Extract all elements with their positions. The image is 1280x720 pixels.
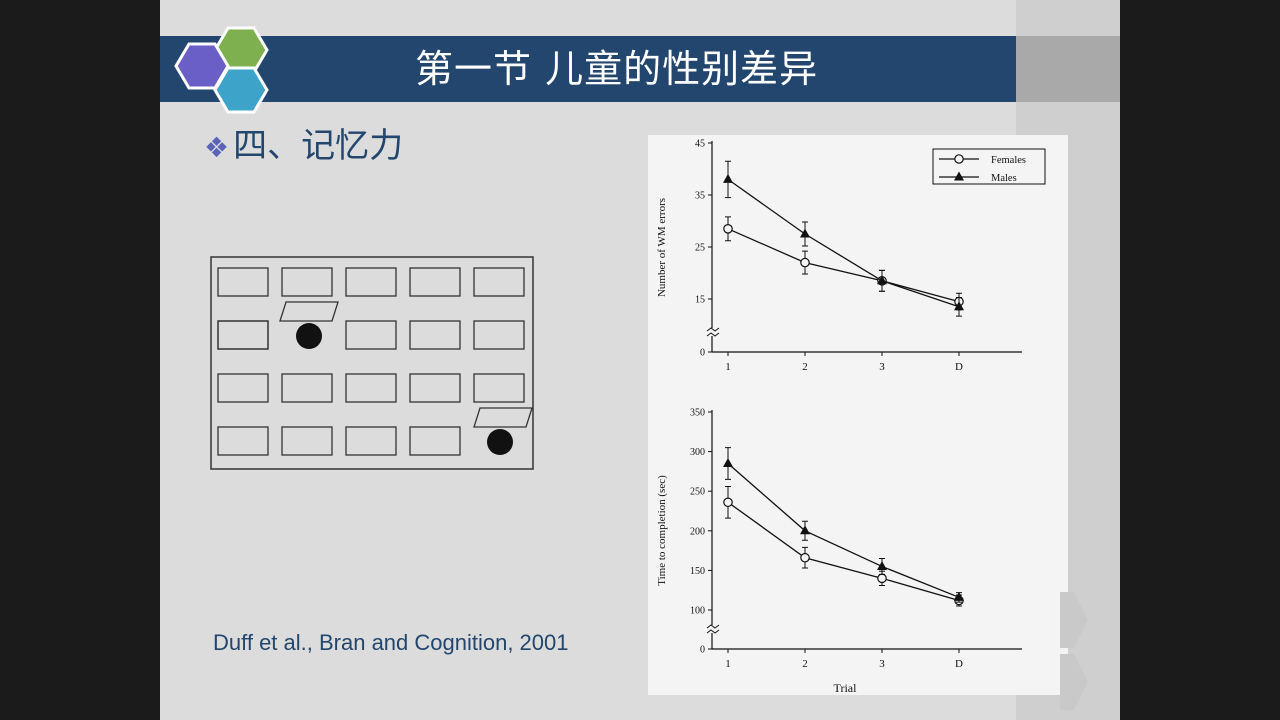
- hexagon-logo-icon: [174, 26, 269, 114]
- x-axis-label: Trial: [834, 681, 858, 695]
- grid-cell: [217, 426, 269, 456]
- x-tick-label: 2: [802, 361, 808, 373]
- y-tick-label: 300: [690, 447, 705, 458]
- y-tick-label: 0: [700, 645, 705, 656]
- y-tick-label: 0: [700, 348, 705, 359]
- grid-cell: [409, 320, 461, 350]
- data-point-circle: [800, 257, 810, 268]
- x-tick-label: 3: [879, 361, 885, 373]
- data-point-triangle: [800, 228, 810, 238]
- line-charts: 0 15 25 35 45 1 2 3 D Number of WM errors Females M…: [656, 139, 1046, 695]
- x-tick-label: D: [955, 658, 963, 670]
- tilted-card: [473, 407, 533, 428]
- data-point-circle: [723, 224, 733, 234]
- axis-break-gap: [707, 328, 717, 336]
- grid-cell: [281, 267, 333, 297]
- series-line: [727, 501, 960, 602]
- axis-break-mark: [706, 327, 720, 337]
- data-point-triangle: [800, 525, 810, 535]
- decorative-arrows: [1060, 592, 1088, 710]
- y-tick-label: 35: [695, 191, 705, 202]
- diamond-bullet-icon: ❖: [204, 131, 230, 164]
- y-tick-label: 45: [695, 139, 705, 150]
- legend-box: [932, 148, 1046, 185]
- slide: 第一节 儿童的性别差异 ❖ 四、记忆力 Duff et al., Bran and…: [160, 0, 1120, 720]
- data-point-triangle: [954, 301, 964, 311]
- grid-cell: [281, 426, 333, 456]
- legend-label: Males: [991, 173, 1017, 184]
- series-line: [727, 228, 960, 303]
- target-disc: [487, 429, 513, 455]
- x-tick-label: 3: [879, 658, 885, 670]
- grid-cell: [409, 267, 461, 297]
- x-tick-label: D: [955, 361, 963, 373]
- grid-cell: [473, 373, 525, 403]
- grid-cell: [217, 267, 269, 297]
- citation-text: Duff et al., Bran and Cognition, 2001: [213, 630, 569, 655]
- target-disc: [296, 323, 322, 349]
- y-tick-label: 100: [690, 606, 705, 617]
- grid-cell: [217, 373, 269, 403]
- legend-marker-circle: [954, 154, 964, 164]
- y-axis-label: Time to completion (sec): [656, 475, 668, 586]
- legend-label: Females: [991, 155, 1026, 166]
- grid-cell: [409, 373, 461, 403]
- grid-cell: [281, 373, 333, 403]
- grid-cell: [345, 267, 397, 297]
- section-heading: ❖ 四、记忆力: [204, 118, 403, 167]
- section-heading-text: 四、记忆力: [233, 126, 404, 166]
- axis-break-gap: [707, 625, 717, 633]
- slide-title: 第一节 儿童的性别差异: [415, 47, 819, 91]
- series-line: [727, 462, 960, 598]
- decorative-side-block: [1016, 36, 1120, 102]
- data-point-triangle: [723, 173, 733, 183]
- grid-frame: [210, 256, 534, 470]
- tilted-card: [279, 301, 339, 322]
- grid-cell: [473, 320, 525, 350]
- grid-cell: [473, 267, 525, 297]
- figure-panel: 0 15 25 35 45 1 2 3 D Number of WM errors Females M…: [648, 135, 1068, 695]
- x-tick-label: 2: [802, 658, 808, 670]
- data-point-triangle: [954, 591, 964, 601]
- chart-wm-errors: 0 15 25 35 45 1 2 3 D Number of WM errors Females M…: [656, 139, 1046, 373]
- y-tick-label: 150: [690, 566, 705, 577]
- title-bar: [160, 36, 1016, 102]
- grid-cell: [217, 320, 269, 350]
- axis-break-mark: [706, 624, 720, 634]
- legend-marker-triangle: [954, 171, 964, 181]
- grid-cell: [345, 426, 397, 456]
- x-tick-label: 1: [725, 658, 731, 670]
- hex-blue: [213, 66, 269, 114]
- chart-time-to-completion: 0 100 150 200 250 300 350 1 2 3 D Time to completio…: [656, 408, 1022, 695]
- y-tick-label: 350: [690, 408, 705, 419]
- data-point-triangle: [877, 560, 887, 570]
- y-axis-label: Number of WM errors: [656, 198, 668, 297]
- data-point-triangle: [877, 275, 887, 285]
- y-tick-label: 25: [695, 243, 705, 254]
- y-tick-label: 250: [690, 487, 705, 498]
- series-line: [727, 178, 960, 308]
- maze-grid-diagram: [210, 256, 534, 470]
- grid-cell: [345, 373, 397, 403]
- grid-cell: [409, 426, 461, 456]
- y-tick-label: 200: [690, 526, 705, 537]
- data-point-circle: [723, 497, 733, 508]
- grid-cell: [217, 320, 269, 350]
- grid-cell: [345, 320, 397, 350]
- y-tick-label: 15: [695, 295, 705, 306]
- x-tick-label: 1: [725, 361, 731, 373]
- data-point-circle: [877, 573, 887, 584]
- data-point-circle: [800, 552, 810, 563]
- data-point-triangle: [723, 457, 733, 467]
